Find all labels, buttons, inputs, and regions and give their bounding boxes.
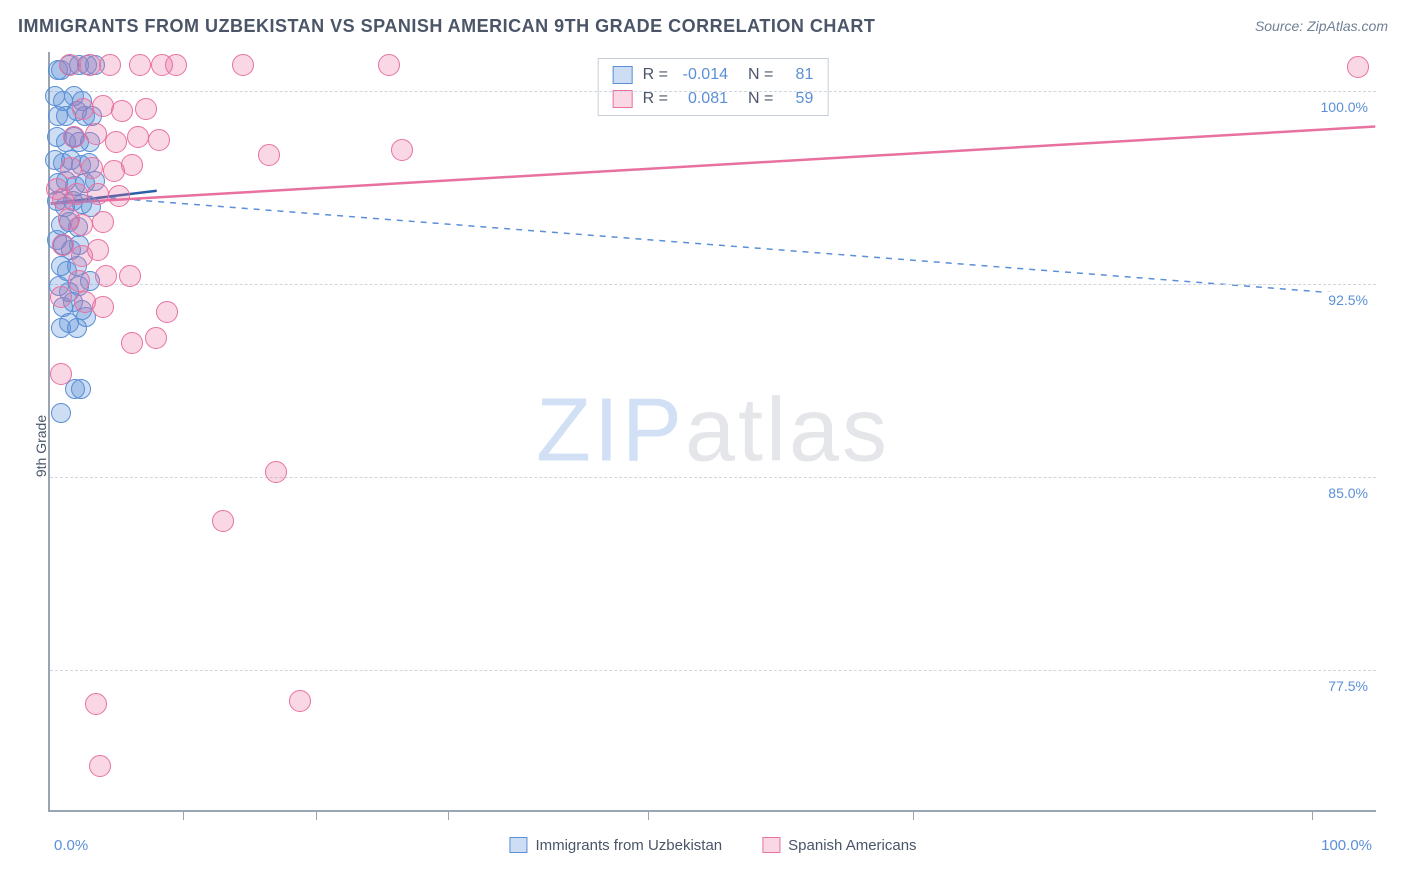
r-label: R = [643,63,668,87]
r-value: -0.014 [678,63,728,87]
legend-item-uzbekistan: Immigrants from Uzbekistan [509,837,722,854]
uzbekistan-swatch-icon [613,66,633,84]
uzbekistan-point [71,379,91,399]
spanish-point [46,178,68,200]
spanish-point [1347,56,1369,78]
spanish-point [156,301,178,323]
spanish-point [95,265,117,287]
n-value: 81 [783,63,813,87]
spanish-point [92,211,114,233]
gridline-horizontal [50,91,1376,92]
legend-bottom: Immigrants from Uzbekistan Spanish Americ… [509,837,916,854]
x-tick [183,810,184,820]
spanish-point [68,270,90,292]
y-tick-label: 92.5% [1326,292,1370,308]
spanish-point [81,157,103,179]
spanish-point [50,286,72,308]
spanish-point [258,144,280,166]
source-attribution: Source: ZipAtlas.com [1255,18,1388,34]
spanish-point [121,154,143,176]
spanish-point [391,139,413,161]
spanish-legend-swatch-icon [762,837,780,853]
x-tick [648,810,649,820]
spanish-point [165,54,187,76]
spanish-point [92,296,114,318]
spanish-point [135,98,157,120]
spanish-point [89,755,111,777]
spanish-trend-line [51,127,1376,204]
spanish-point [63,126,85,148]
spanish-point [289,690,311,712]
spanish-point [50,363,72,385]
spanish-point [148,129,170,151]
spanish-point [127,126,149,148]
chart-title: IMMIGRANTS FROM UZBEKISTAN VS SPANISH AM… [18,16,875,37]
spanish-point [111,100,133,122]
uzbekistan-trend-line [51,193,1376,296]
uzbekistan-point [51,403,71,423]
spanish-point [58,208,80,230]
spanish-point [108,185,130,207]
spanish-point [87,239,109,261]
source-value: ZipAtlas.com [1307,18,1388,34]
n-label: N = [748,63,773,87]
gridline-horizontal [50,284,1376,285]
spanish-point [87,183,109,205]
watermark-part2: atlas [685,381,890,481]
legend-label: Immigrants from Uzbekistan [535,837,722,854]
stats-row-uzbekistan: R = -0.014 N = 81 [613,63,814,87]
spanish-point [60,157,82,179]
x-tick [316,810,317,820]
spanish-swatch-icon [613,90,633,108]
x-tick [913,810,914,820]
spanish-point [85,123,107,145]
spanish-point [121,332,143,354]
spanish-point [99,54,121,76]
source-label: Source: [1255,18,1303,34]
spanish-point [119,265,141,287]
uzbekistan-legend-swatch-icon [509,837,527,853]
spanish-point [378,54,400,76]
watermark-part1: ZIP [536,381,685,481]
gridline-horizontal [50,670,1376,671]
spanish-point [105,131,127,153]
spanish-point [212,510,234,532]
y-tick-label: 100.0% [1319,99,1370,115]
y-tick-label: 77.5% [1326,678,1370,694]
legend-label: Spanish Americans [788,837,916,854]
x-axis-min-label: 0.0% [54,837,88,854]
spanish-point [265,461,287,483]
spanish-point [145,327,167,349]
spanish-point [85,693,107,715]
correlation-stats-box: R =-0.014N =81R =0.081N =59 [598,58,829,116]
y-tick-label: 85.0% [1326,485,1370,501]
x-tick [448,810,449,820]
spanish-point [72,98,94,120]
spanish-point [232,54,254,76]
x-axis-max-label: 100.0% [1321,837,1372,854]
gridline-horizontal [50,477,1376,478]
trend-lines-svg [50,52,1376,810]
spanish-point [59,54,81,76]
legend-item-spanish: Spanish Americans [762,837,916,854]
x-tick [1312,810,1313,820]
y-axis-label: 9th Grade [33,415,49,477]
scatter-plot-area: ZIPatlas R =-0.014N =81R =0.081N =59 0.0… [48,52,1376,812]
watermark: ZIPatlas [536,380,890,483]
spanish-point [129,54,151,76]
spanish-point [79,54,101,76]
